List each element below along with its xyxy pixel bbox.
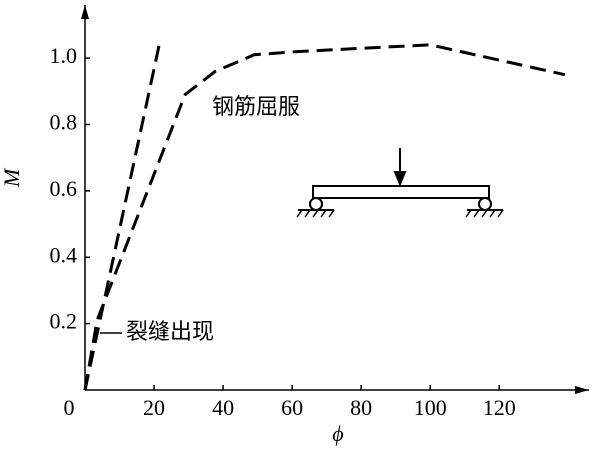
annotation: 裂缝出现 xyxy=(126,320,214,345)
x-tick-label: 20 xyxy=(143,395,165,420)
x-tick-label: 100 xyxy=(414,395,447,420)
annotation: 钢筋屈服 xyxy=(212,95,300,120)
y-tick-label: 1.0 xyxy=(50,43,78,68)
data-line xyxy=(83,43,566,391)
x-tick-label: 40 xyxy=(212,395,234,420)
y-tick-label: 0.6 xyxy=(50,176,78,201)
y-tick-label: 0.8 xyxy=(50,110,78,135)
x-tick-label: 120 xyxy=(483,395,516,420)
x-tick-label: 0 xyxy=(64,395,75,420)
y-tick-label: 0.2 xyxy=(50,309,78,334)
x-axis-label: ϕ xyxy=(332,421,343,446)
y-tick-label: 0.4 xyxy=(50,242,78,267)
x-axis-arrow xyxy=(575,386,589,394)
x-tick-label: 80 xyxy=(350,395,372,420)
beam-diagram xyxy=(296,148,504,218)
y-axis-label: M xyxy=(0,167,24,188)
x-tick-label: 60 xyxy=(281,395,303,420)
y-axis-arrow xyxy=(81,5,89,19)
data-line xyxy=(83,41,162,391)
